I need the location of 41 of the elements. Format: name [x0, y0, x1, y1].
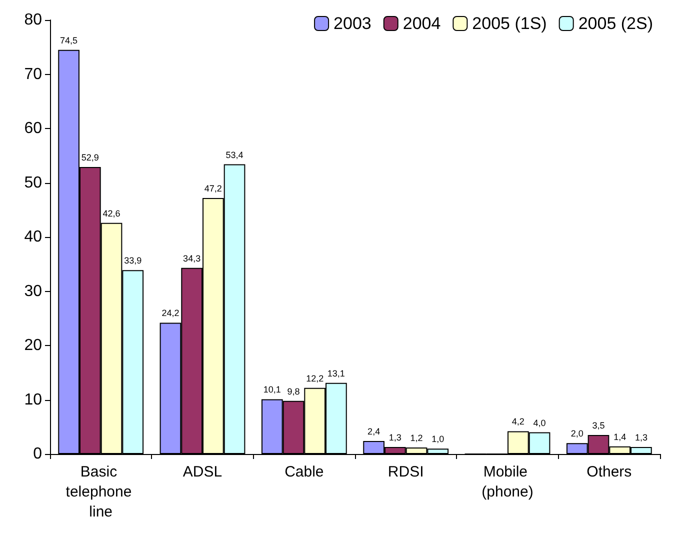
y-tick-label: 40 [24, 228, 42, 246]
data-label: 2,4 [368, 426, 380, 436]
data-label: 10,1 [263, 384, 281, 395]
data-label: 47,2 [204, 183, 222, 194]
data-label: 1,3 [388, 432, 402, 442]
y-tick-label: 20 [24, 337, 42, 354]
data-label: 1,3 [634, 432, 648, 442]
data-label: 53,4 [226, 150, 244, 160]
legend-label: 2004 [402, 14, 441, 33]
data-label: 4,0 [533, 418, 546, 428]
y-tick-label: 10 [24, 391, 42, 408]
x-tick-label: Mobile (phone) [482, 464, 534, 500]
y-tick-label: 30 [24, 282, 42, 300]
data-label: 1,4 [614, 432, 626, 442]
data-label: 13,1 [327, 368, 345, 378]
x-tick-label: ADSL [182, 464, 222, 480]
data-label: 9,8 [287, 386, 300, 396]
data-label: 34,3 [183, 253, 201, 264]
data-label: 52,9 [81, 152, 99, 163]
x-tick-label: Cable [284, 464, 324, 480]
y-tick-label: 50 [24, 174, 42, 192]
data-label: 33,9 [124, 256, 142, 266]
y-tick-label: 60 [24, 120, 42, 137]
data-label: 1,0 [432, 434, 444, 444]
legend-label: 2005 (1S) [472, 14, 547, 33]
y-tick-label: 0 [33, 446, 42, 462]
y-tick-label: 70 [24, 66, 42, 83]
x-tick-label: Basic telephone line [66, 464, 136, 520]
data-label: 2,0 [570, 428, 584, 439]
legend-label: 2003 [334, 14, 372, 33]
y-tick-label: 80 [24, 12, 42, 28]
data-label: 4,2 [512, 416, 524, 427]
data-label: 42,6 [102, 208, 120, 218]
data-label: 24,2 [162, 308, 180, 318]
data-label: 74,5 [60, 35, 78, 46]
x-tick-label: RDSI [388, 464, 424, 480]
data-label: 12,2 [306, 373, 324, 384]
legend-label: 2005 (2S) [578, 14, 654, 33]
data-label: 3,5 [592, 420, 605, 431]
data-label: 1,2 [410, 432, 423, 443]
x-tick-label: Others [586, 464, 632, 480]
